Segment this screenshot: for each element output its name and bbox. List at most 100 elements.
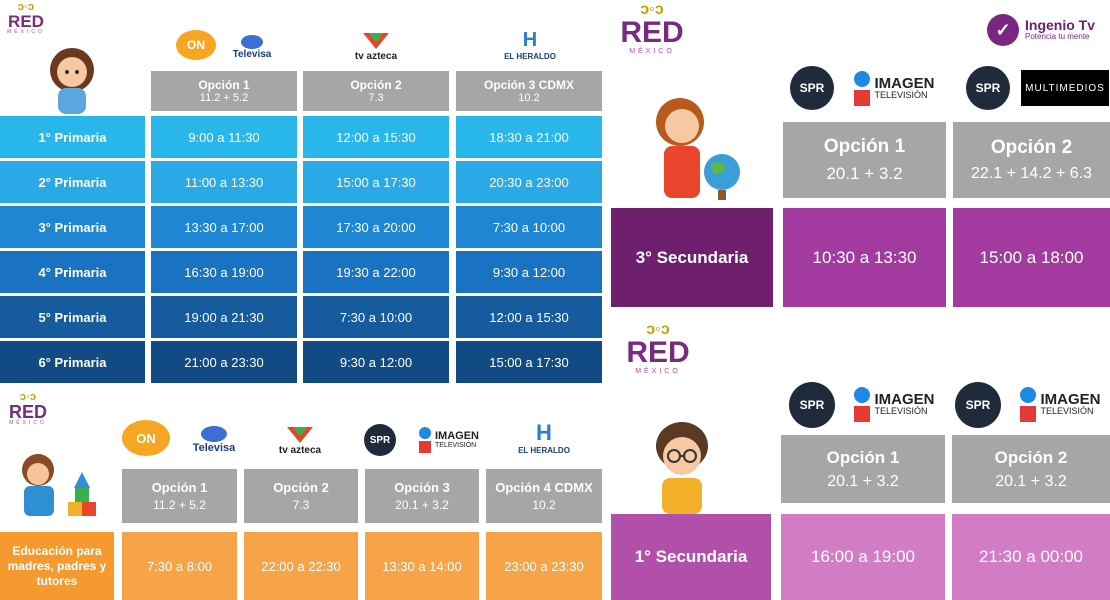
- boy-with-glasses-illustration: [656, 422, 708, 514]
- time-cell: 15:00 a 17:30: [303, 161, 449, 203]
- imagen-label: IMAGEN: [435, 430, 479, 442]
- header-channels: 7.3: [292, 498, 310, 512]
- time-cell: 23:00 a 23:30: [486, 532, 602, 600]
- header-title: Opción 2: [994, 447, 1068, 467]
- time-cell: 22:00 a 22:30: [244, 532, 358, 600]
- television-label: TELEVISIÓN: [1040, 406, 1094, 416]
- ingenio-title: Ingenio Tv: [1025, 16, 1095, 33]
- time-cell: 20:30 a 23:00: [456, 161, 602, 203]
- once-ninos-logo: ON: [176, 30, 216, 60]
- televisa-label: Televisa: [192, 442, 236, 454]
- padres-header-3: Opción 3 20.1 + 3.2: [365, 469, 479, 523]
- time-cell: 21:00 a 23:30: [151, 341, 297, 383]
- header-title: Opción 2: [990, 137, 1073, 158]
- header-channels: 20.1 + 3.2: [995, 472, 1067, 490]
- red-logo-sub: MÉXICO: [635, 368, 681, 375]
- imagen-label: IMAGEN: [874, 75, 935, 92]
- television-label: TELEVISIÓN: [435, 442, 477, 449]
- spr-logo: SPR: [955, 382, 1001, 428]
- heraldo-logo: H EL HERALDO: [504, 29, 556, 61]
- header-title: Opción 1: [151, 480, 208, 495]
- heraldo-label: EL HERALDO: [504, 52, 556, 61]
- imagen-television-logo: IMAGEN TELEVISIÓN: [846, 382, 942, 426]
- time-cell: 11:00 a 13:30: [151, 161, 297, 203]
- sec3-header-1: Opción 1 20.1 + 3.2: [783, 122, 946, 198]
- television-label: TELEVISIÓN: [874, 406, 928, 416]
- sec1-header-2: Opción 2 20.1 + 3.2: [952, 435, 1110, 503]
- red-mexico-logo: ↄ◦ↄ RED MÉXICO: [612, 2, 692, 74]
- time-cell: 12:00 a 15:30: [456, 296, 602, 338]
- time-cell: 7:30 a 8:00: [122, 532, 237, 600]
- ingenio-tagline: Potencia tu mente: [1025, 32, 1090, 42]
- row-label-1-primaria: 1° Primaria: [0, 116, 145, 158]
- header-title: Opción 2: [350, 78, 402, 92]
- red-swirl-icon: ↄ◦ↄ: [640, 1, 664, 18]
- header-title: Opción 1: [826, 447, 900, 467]
- time-cell: 18:30 a 21:00: [456, 116, 602, 158]
- header-title: Opción 1: [823, 136, 906, 157]
- tvazteca-logo: tv azteca: [350, 28, 402, 64]
- header-title: Opción 1: [198, 78, 250, 92]
- televisa-logo: Televisa: [186, 420, 242, 460]
- red-logo-word: RED: [8, 12, 44, 31]
- imagen-label: IMAGEN: [1040, 391, 1101, 408]
- header-title: Opción 3: [394, 480, 450, 495]
- header-channels: 11.2 + 5.2: [153, 498, 206, 512]
- tvazteca-logo: tv azteca: [272, 420, 328, 460]
- spr-logo: SPR: [789, 382, 835, 428]
- spr-logo: SPR: [364, 424, 396, 456]
- televisa-label: Televisa: [232, 48, 272, 60]
- header-channels: 10.2: [532, 498, 556, 512]
- red-logo-sub: MÉXICO: [7, 29, 45, 35]
- spr-logo: SPR: [790, 66, 834, 110]
- time-cell: 12:00 a 15:30: [303, 116, 449, 158]
- sec3-header-2: Opción 2 22.1 + 14.2 + 6.3: [953, 122, 1110, 198]
- sec3-row-label: 3° Secundaria: [611, 208, 773, 307]
- girl-with-globe-illustration: [656, 98, 740, 200]
- row-label-4-primaria: 4° Primaria: [0, 251, 145, 293]
- time-cell: 9:30 a 12:00: [303, 341, 449, 383]
- padres-header-2: Opción 2 7.3: [244, 469, 358, 523]
- time-cell: 9:00 a 11:30: [151, 116, 297, 158]
- time-cell: 9:30 a 12:00: [456, 251, 602, 293]
- sec1-row-label: 1° Secundaria: [611, 514, 771, 600]
- header-channels: 7.3: [368, 92, 384, 104]
- row-label-5-primaria: 5° Primaria: [0, 296, 145, 338]
- red-mexico-logo: ↄ◦ↄ RED MÉXICO: [4, 392, 52, 436]
- red-swirl-icon: ↄ◦ↄ: [19, 391, 37, 403]
- imagen-television-logo: IMAGEN TELEVISIÓN: [1012, 382, 1108, 426]
- sec1-header-1: Opción 1 20.1 + 3.2: [781, 435, 945, 503]
- row-label-2-primaria: 2° Primaria: [0, 161, 145, 203]
- ingenio-tv-logo: ✓ Ingenio Tv Potencia tu mente: [976, 8, 1106, 52]
- padres-row-label: Educación para madres, padres y tutores: [0, 532, 114, 600]
- red-mexico-logo: ↄ◦ↄ RED MÉXICO: [618, 322, 698, 390]
- padres-header-4: Opción 4 CDMX 10.2: [486, 469, 602, 523]
- header-channels: 10.2: [518, 92, 540, 104]
- spr-logo: SPR: [966, 66, 1010, 110]
- time-cell: 21:30 a 00:00: [952, 514, 1110, 600]
- television-label: TELEVISIÓN: [874, 90, 928, 100]
- tvazteca-label: tv azteca: [354, 50, 398, 62]
- time-cell: 16:30 a 19:00: [151, 251, 297, 293]
- header-title: Opción 3 CDMX: [483, 78, 574, 92]
- red-logo-sub: MÉXICO: [9, 420, 47, 426]
- time-cell: 7:30 a 10:00: [456, 206, 602, 248]
- time-cell: 16:00 a 19:00: [781, 514, 945, 600]
- time-cell: 10:30 a 13:30: [783, 208, 946, 307]
- once-ninos-logo: ON: [122, 420, 170, 456]
- time-cell: 7:30 a 10:00: [303, 296, 449, 338]
- header-channels: 20.1 + 3.2: [395, 498, 449, 512]
- tvazteca-label: tv azteca: [278, 444, 322, 456]
- header-title: Opción 2: [273, 480, 329, 495]
- row-label-6-primaria: 6° Primaria: [0, 341, 145, 383]
- child-playing-blocks-illustration: [22, 454, 96, 516]
- header-channels: 20.1 + 3.2: [826, 164, 903, 183]
- heraldo-label: EL HERALDO: [518, 445, 570, 455]
- primaria-header-2: Opción 2 7.3: [303, 71, 449, 111]
- header-channels: 11.2 + 5.2: [199, 92, 249, 104]
- time-cell: 13:30 a 14:00: [365, 532, 479, 600]
- time-cell: 19:00 a 21:30: [151, 296, 297, 338]
- red-swirl-icon: ↄ◦ↄ: [646, 321, 670, 338]
- red-swirl-icon: ↄ◦ↄ: [17, 1, 35, 13]
- imagen-label: IMAGEN: [874, 391, 935, 408]
